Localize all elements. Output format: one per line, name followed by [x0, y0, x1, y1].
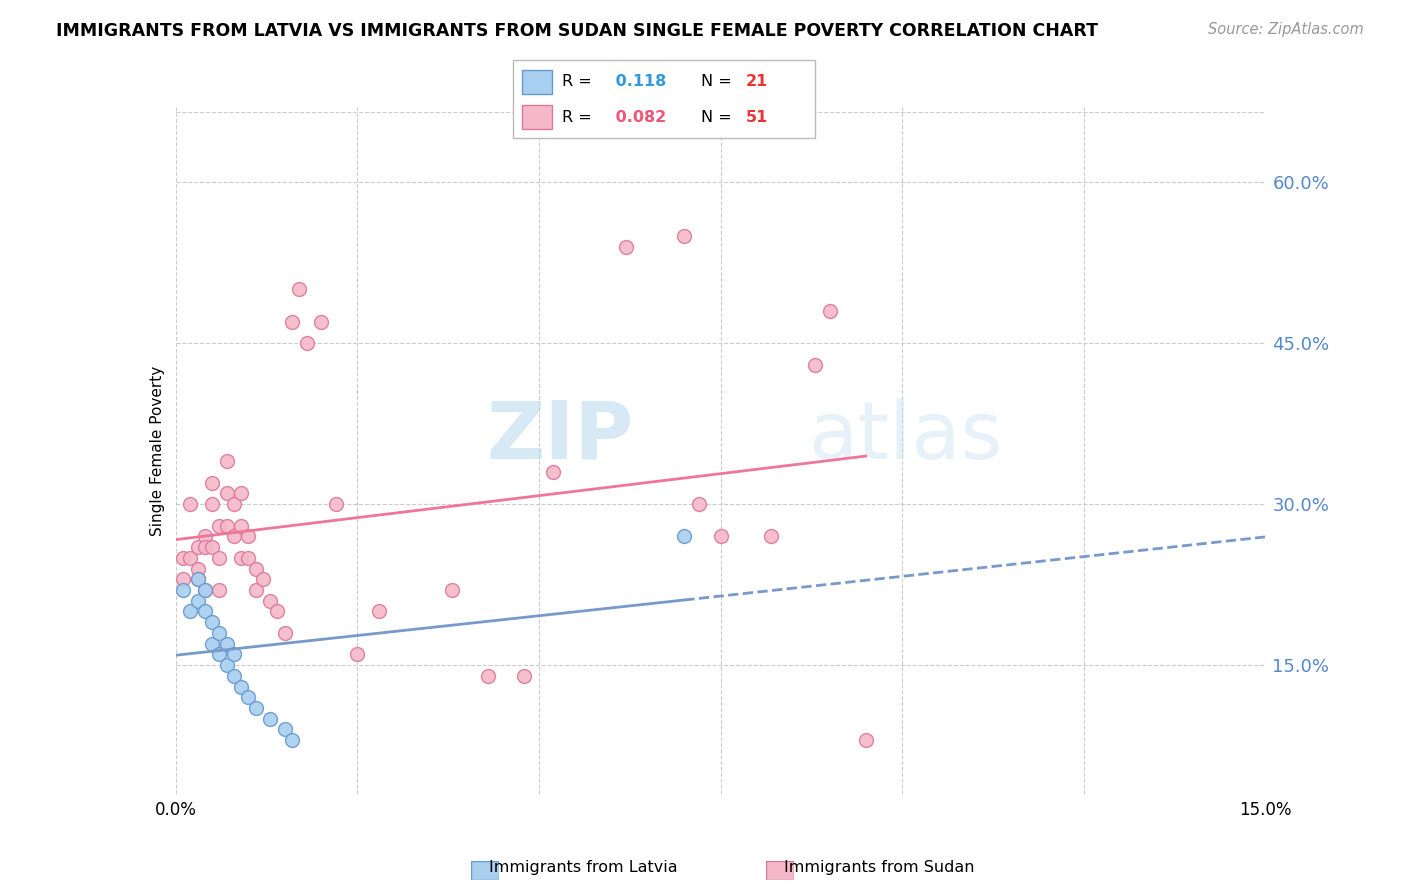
- Text: 21: 21: [747, 74, 768, 89]
- Point: [215, 518, 238, 533]
- Point: [440, 582, 463, 597]
- Point: [673, 529, 696, 543]
- Point: [208, 550, 231, 565]
- Text: 0.118: 0.118: [610, 74, 666, 89]
- Point: [688, 497, 710, 511]
- Y-axis label: Single Female Poverty: Single Female Poverty: [149, 366, 165, 535]
- Point: [201, 637, 224, 651]
- Point: [274, 626, 297, 640]
- Point: [179, 550, 201, 565]
- Point: [179, 497, 201, 511]
- Point: [710, 529, 733, 543]
- Point: [201, 497, 224, 511]
- FancyBboxPatch shape: [513, 60, 815, 138]
- Text: N =: N =: [700, 74, 731, 89]
- Text: Source: ZipAtlas.com: Source: ZipAtlas.com: [1208, 22, 1364, 37]
- Point: [673, 228, 696, 243]
- Point: [208, 648, 231, 662]
- Text: R =: R =: [561, 110, 592, 125]
- Point: [222, 669, 245, 683]
- Point: [513, 669, 536, 683]
- Point: [172, 582, 194, 597]
- Point: [186, 572, 209, 586]
- Point: [368, 604, 391, 618]
- Point: [259, 593, 281, 607]
- Point: [231, 680, 253, 694]
- Point: [477, 669, 499, 683]
- Point: [245, 582, 267, 597]
- Point: [222, 497, 245, 511]
- Point: [231, 486, 253, 500]
- Text: ZIP: ZIP: [486, 398, 633, 475]
- Point: [325, 497, 347, 511]
- Point: [201, 540, 224, 554]
- Point: [186, 540, 209, 554]
- Point: [208, 518, 231, 533]
- Point: [208, 582, 231, 597]
- Point: [238, 550, 260, 565]
- Point: [201, 615, 224, 630]
- Point: [194, 604, 217, 618]
- Point: [201, 475, 224, 490]
- Point: [543, 465, 565, 479]
- Point: [194, 582, 217, 597]
- Point: [172, 572, 194, 586]
- Point: [614, 239, 637, 253]
- Point: [208, 626, 231, 640]
- Point: [186, 561, 209, 575]
- Point: [186, 593, 209, 607]
- Point: [309, 315, 332, 329]
- Point: [186, 572, 209, 586]
- Point: [295, 336, 318, 351]
- Text: Immigrants from Latvia: Immigrants from Latvia: [489, 860, 678, 874]
- Text: R =: R =: [561, 74, 592, 89]
- Point: [281, 315, 304, 329]
- Point: [761, 529, 783, 543]
- Point: [194, 540, 217, 554]
- Point: [231, 518, 253, 533]
- Point: [215, 637, 238, 651]
- Bar: [522, 105, 553, 128]
- Point: [245, 561, 267, 575]
- Point: [222, 648, 245, 662]
- Point: [855, 733, 877, 747]
- Point: [172, 550, 194, 565]
- Point: [266, 604, 288, 618]
- Point: [215, 486, 238, 500]
- Point: [194, 582, 217, 597]
- Point: [804, 358, 827, 372]
- Point: [215, 658, 238, 673]
- Point: [346, 648, 368, 662]
- Point: [259, 712, 281, 726]
- Point: [281, 733, 304, 747]
- Point: [179, 604, 201, 618]
- Point: [231, 550, 253, 565]
- Point: [274, 723, 297, 737]
- Text: atlas: atlas: [807, 398, 1002, 475]
- Text: N =: N =: [700, 110, 731, 125]
- Point: [238, 529, 260, 543]
- Point: [215, 454, 238, 468]
- Point: [818, 304, 841, 318]
- Text: Immigrants from Sudan: Immigrants from Sudan: [783, 860, 974, 874]
- Point: [252, 572, 274, 586]
- Point: [222, 529, 245, 543]
- Point: [288, 283, 311, 297]
- Text: 51: 51: [747, 110, 768, 125]
- Point: [194, 529, 217, 543]
- Text: 0.082: 0.082: [610, 110, 666, 125]
- Point: [245, 701, 267, 715]
- Bar: [522, 70, 553, 94]
- Text: IMMIGRANTS FROM LATVIA VS IMMIGRANTS FROM SUDAN SINGLE FEMALE POVERTY CORRELATIO: IMMIGRANTS FROM LATVIA VS IMMIGRANTS FRO…: [56, 22, 1098, 40]
- Point: [238, 690, 260, 705]
